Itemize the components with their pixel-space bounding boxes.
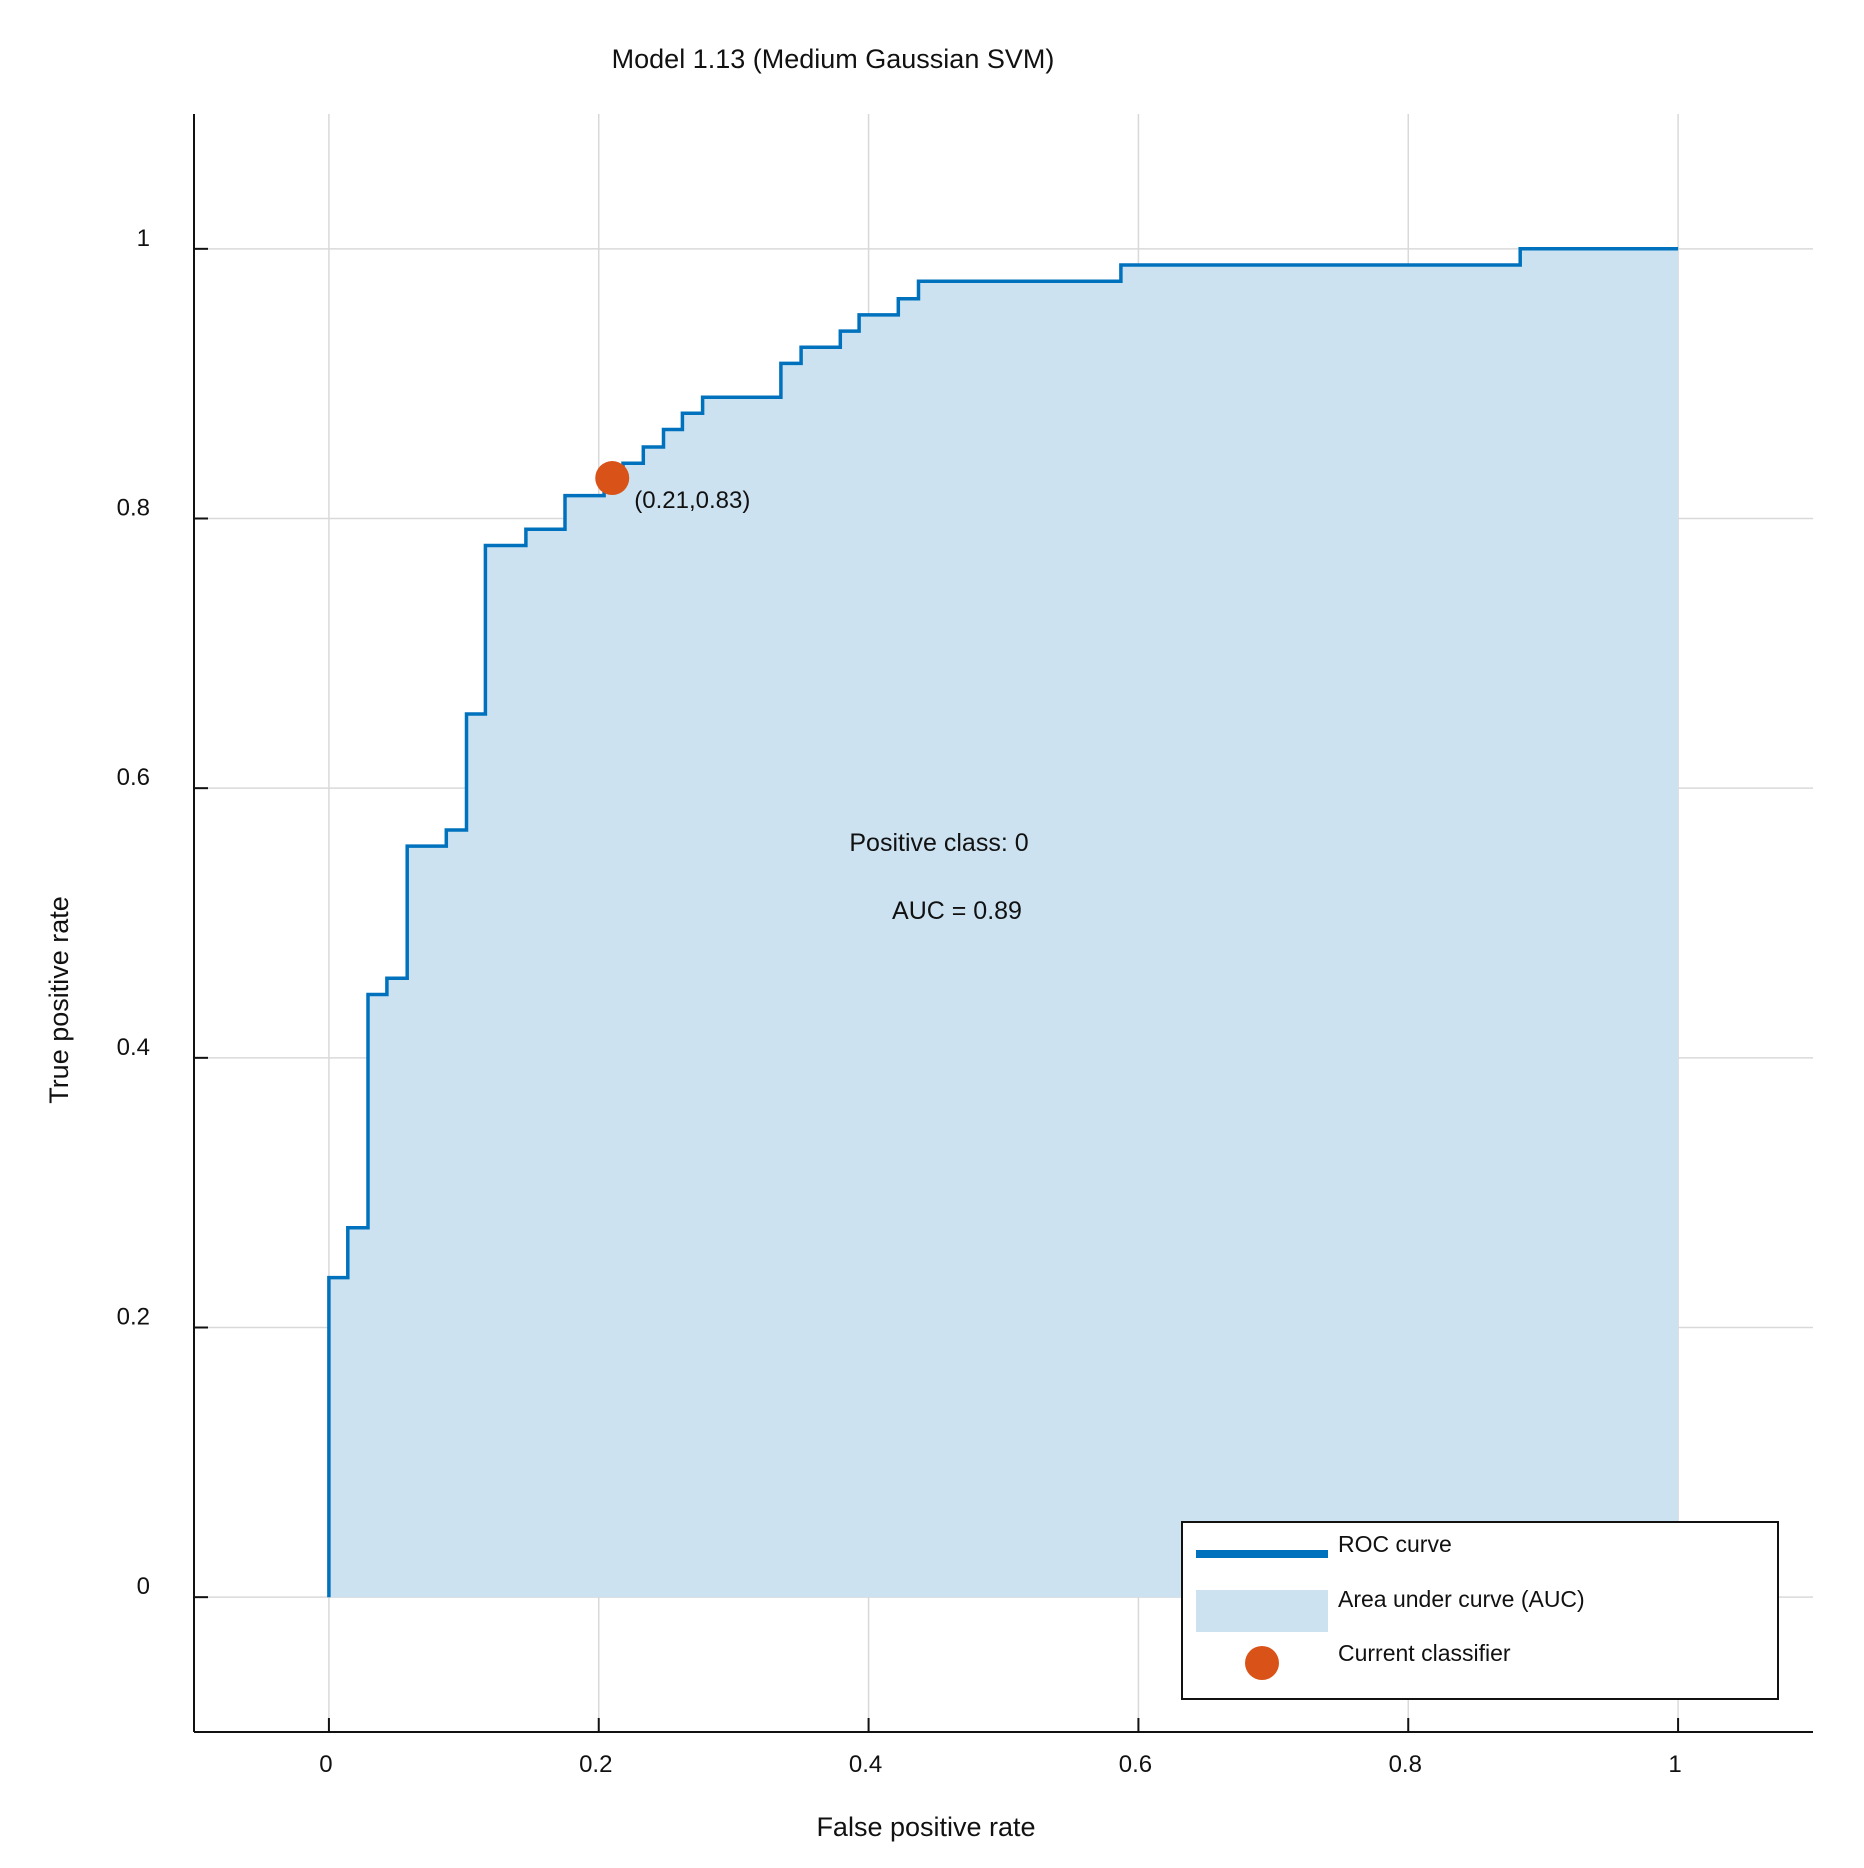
y-tick-label-5: 1 [137,225,150,252]
x-tick-label-1: 0.2 [579,1751,612,1778]
roc-curve-line [327,247,1679,1598]
auc-area [328,248,1679,1598]
chart-title: Model 1.13 (Medium Gaussian SVM) [612,44,1055,74]
y-tick-label-3: 0.6 [117,764,150,791]
axes [193,114,1813,1733]
y-tick-label-1: 0.2 [117,1304,150,1331]
legend-classifier-swatch [1245,1646,1279,1680]
legend-roc-label: ROC curve [1338,1531,1452,1557]
y-tick-label-0: 0 [137,1573,150,1600]
positive-class-annotation: Positive class: 0 [849,829,1028,857]
x-tick-label-3: 0.6 [1119,1751,1152,1778]
y-axis-label: True positive rate [44,896,74,1104]
y-tick-label-2: 0.4 [117,1034,150,1061]
x-axis-ticks: 0 0.2 0.4 0.6 0.8 1 [319,1718,1682,1778]
legend: ROC curve Area under curve (AUC) Current… [1181,1521,1779,1700]
legend-classifier-label: Current classifier [1338,1640,1511,1666]
y-axis-ticks: 0 0.2 0.4 0.6 0.8 1 [117,225,208,1600]
current-classifier-label: (0.21,0.83) [634,487,750,514]
legend-auc-swatch [1196,1590,1328,1632]
y-tick-label-4: 0.8 [117,495,150,522]
auc-annotation: AUC = 0.89 [892,897,1022,925]
x-tick-label-2: 0.4 [849,1751,882,1778]
legend-auc-label: Area under curve (AUC) [1338,1586,1585,1612]
x-tick-label-0: 0 [319,1751,332,1778]
current-classifier-marker [595,461,630,496]
x-axis-label: False positive rate [816,1812,1035,1842]
x-tick-label-5: 1 [1668,1751,1681,1778]
x-tick-label-4: 0.8 [1389,1751,1422,1778]
